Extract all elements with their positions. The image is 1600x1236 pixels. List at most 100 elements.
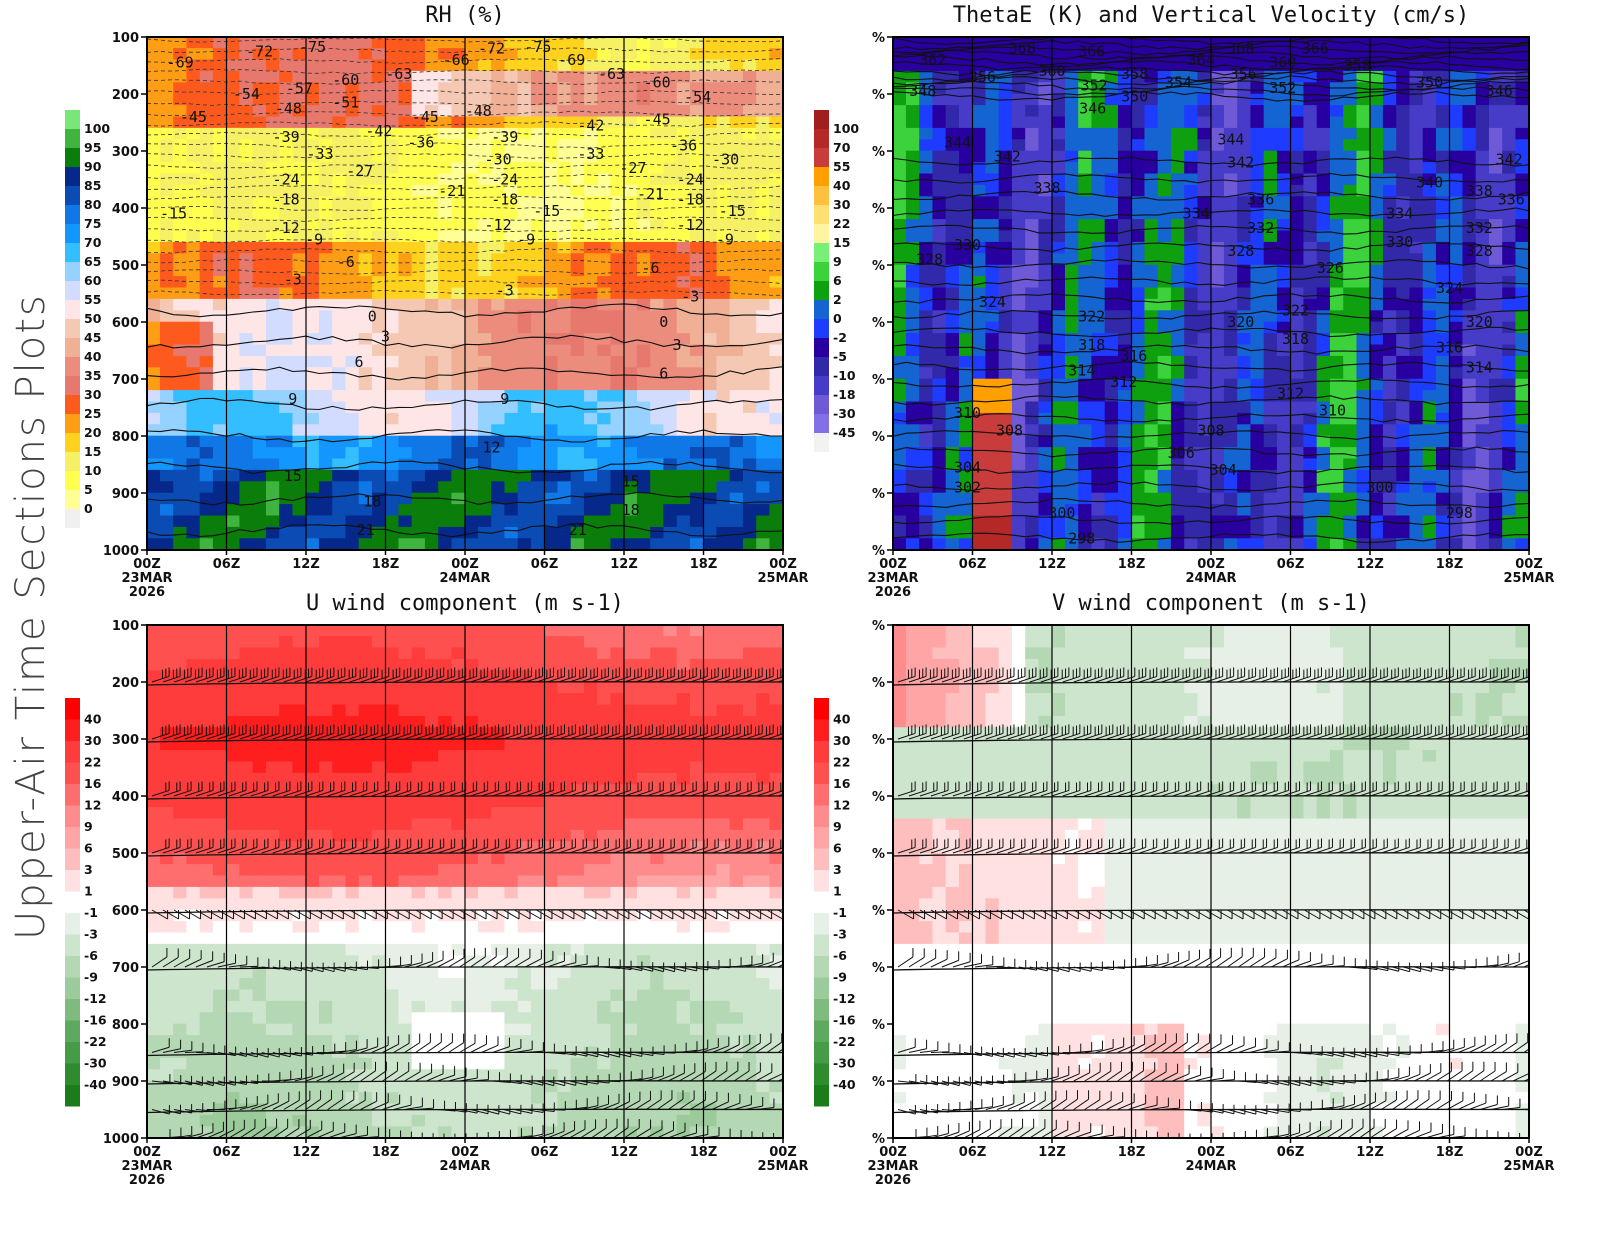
heat-cell — [173, 978, 188, 991]
heat-cell — [769, 230, 783, 243]
heat-cell — [239, 355, 254, 369]
heat-cell — [464, 105, 479, 118]
heat-cell — [623, 492, 638, 505]
heat-cell — [1409, 458, 1424, 471]
heat-cell — [544, 82, 559, 95]
heat-cell — [265, 333, 280, 346]
heat-cell — [398, 333, 413, 346]
heat-cell — [557, 412, 572, 426]
thetae-contour-label: 328 — [916, 250, 943, 268]
heat-cell — [716, 401, 731, 414]
heat-cell — [716, 276, 731, 289]
heat-cell — [464, 469, 479, 483]
heat-cell — [530, 37, 545, 49]
heat-cell — [958, 276, 973, 289]
heat-cell — [1502, 321, 1517, 334]
heat-cell — [186, 196, 201, 209]
heat-cell — [265, 82, 280, 95]
heat-cell — [147, 447, 161, 460]
heat-cell — [279, 82, 294, 95]
heat-cell — [411, 469, 426, 483]
rh-contour-label: 6 — [354, 353, 363, 371]
heat-cell — [1449, 458, 1464, 471]
heat-cell — [1329, 116, 1344, 129]
heat-cell — [173, 658, 188, 672]
heat-cell — [1435, 127, 1450, 141]
heat-cell — [1435, 276, 1450, 289]
heat-cell — [1475, 253, 1490, 266]
heat-cell — [570, 139, 585, 152]
heat-cell — [1488, 367, 1503, 380]
heat-cell — [1078, 538, 1093, 550]
heat-cell — [1131, 116, 1146, 129]
heat-cell — [703, 355, 718, 369]
heat-cell — [212, 105, 227, 118]
heat-cell — [477, 82, 492, 95]
heat-cell — [919, 207, 934, 220]
heat-cell — [1396, 310, 1411, 323]
heat-cell — [212, 898, 227, 911]
heat-cell — [1091, 298, 1106, 312]
heat-cell — [173, 412, 188, 426]
heat-cell — [1502, 196, 1517, 209]
heat-cell — [1276, 219, 1291, 232]
heat-cell — [173, 333, 188, 346]
heat-cell — [1170, 287, 1185, 300]
heat-cell — [1104, 276, 1119, 289]
heat-cell — [358, 378, 373, 391]
heat-cell — [438, 333, 453, 346]
heat-cell — [1117, 127, 1132, 141]
heat-cell — [1144, 105, 1159, 118]
heat-cell — [1343, 344, 1358, 357]
heat-cell — [610, 207, 625, 220]
heat-cell — [411, 344, 426, 357]
heat-cell — [623, 162, 638, 175]
heat-cell — [893, 401, 907, 414]
heat-cell — [292, 401, 307, 414]
heat-cell — [451, 116, 466, 129]
heat-cell — [345, 82, 360, 95]
heat-cell — [147, 378, 161, 391]
heat-cell — [1038, 469, 1053, 483]
heat-cell — [186, 401, 201, 414]
heat-cell — [676, 287, 691, 300]
heat-cell — [491, 116, 506, 129]
heat-cell — [1462, 230, 1477, 243]
heat-cell — [530, 390, 545, 403]
heat-cell — [1290, 37, 1305, 49]
heat-cell — [919, 378, 934, 391]
thetae-colorbar-swatch — [814, 262, 829, 281]
heat-cell — [893, 310, 907, 323]
heat-cell — [703, 424, 718, 437]
heat-cell — [438, 253, 453, 266]
heat-cell — [491, 390, 506, 403]
heat-cell — [1369, 424, 1384, 437]
heat-cell — [919, 515, 934, 528]
heat-cell — [186, 59, 201, 72]
heat-cell — [491, 447, 506, 460]
heat-cell — [292, 59, 307, 72]
heat-cell — [905, 184, 920, 198]
heat-cell — [1197, 127, 1212, 141]
heat-cell — [438, 287, 453, 300]
heat-cell — [1025, 264, 1040, 277]
heat-cell — [1356, 390, 1371, 403]
heat-cell — [972, 401, 987, 414]
heat-cell — [279, 321, 294, 334]
heat-cell — [742, 435, 757, 448]
heat-cell — [1223, 82, 1238, 95]
heat-cell — [159, 412, 174, 426]
heat-cell — [729, 401, 744, 414]
heat-cell — [1170, 82, 1185, 95]
heat-cell — [1237, 230, 1252, 243]
heat-cell — [1117, 219, 1132, 232]
panels: 00Z 06Z 12Z 18Z 00Z 06Z 12Z 18Z 00Z23MAR202624MA… — [65, 3, 1555, 1188]
heat-cell — [398, 253, 413, 266]
heat-cell — [186, 807, 201, 820]
heat-cell — [517, 435, 532, 448]
heat-cell — [1064, 184, 1079, 198]
rh-contour-label: -48 — [465, 102, 492, 120]
heat-cell — [998, 321, 1013, 334]
heat-cell — [491, 310, 506, 323]
heat-cell — [1223, 241, 1238, 255]
